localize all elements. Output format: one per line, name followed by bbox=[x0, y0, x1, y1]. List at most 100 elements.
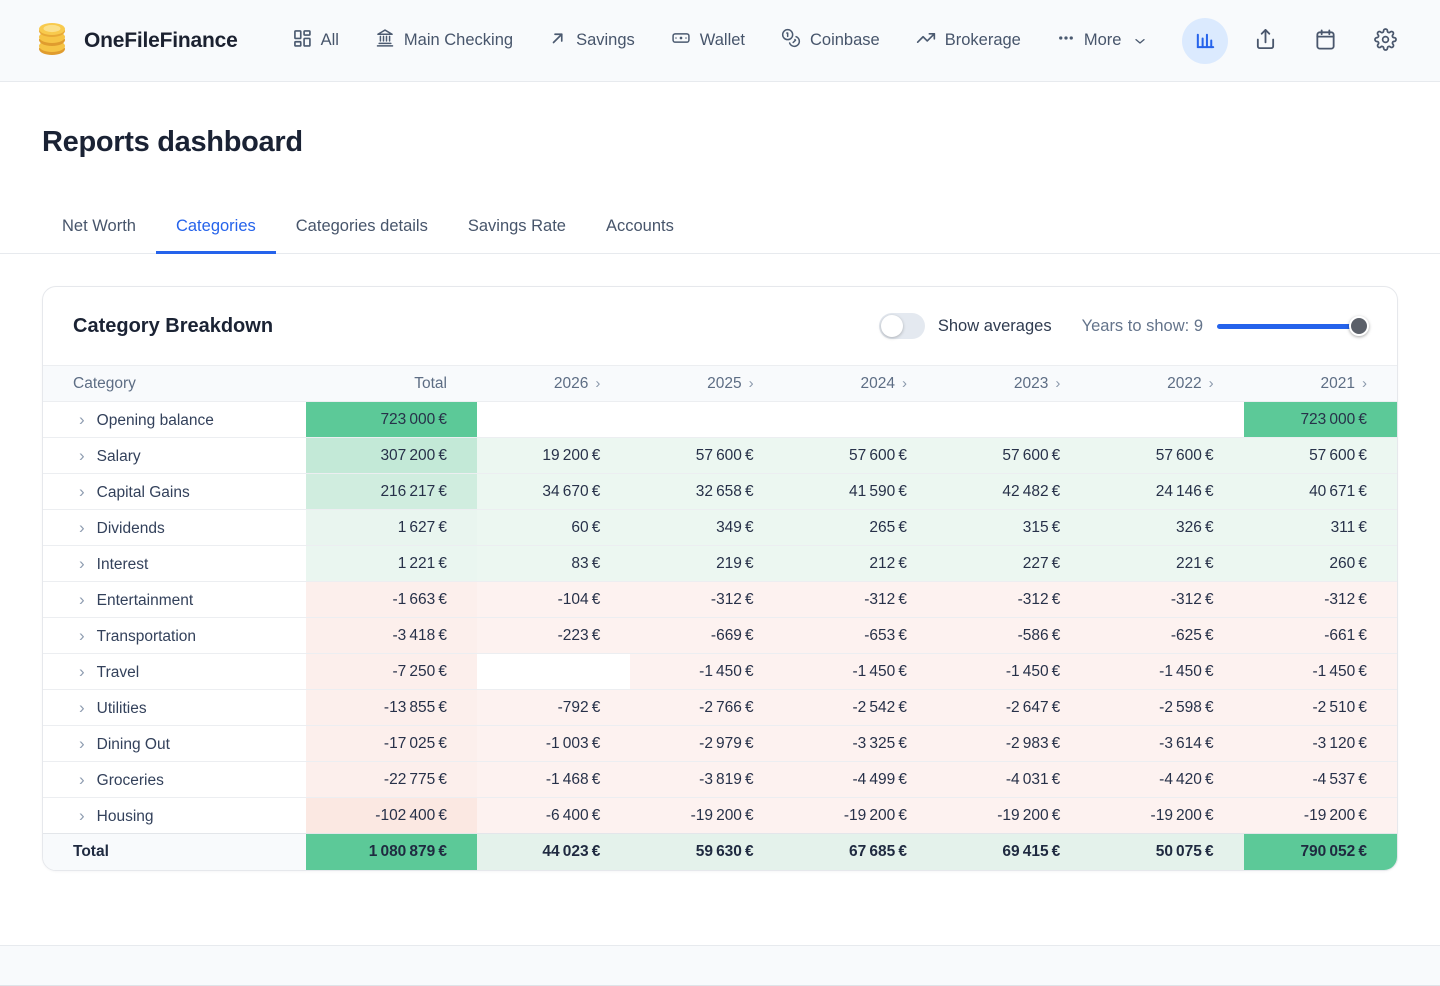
year-cell: -1 003 € bbox=[477, 726, 630, 762]
expand-row-icon[interactable]: › bbox=[79, 770, 85, 790]
chevron-right-icon[interactable]: › bbox=[902, 375, 907, 392]
chevron-right-icon[interactable]: › bbox=[1209, 375, 1214, 392]
gear-icon bbox=[1374, 28, 1397, 54]
expand-row-icon[interactable]: › bbox=[79, 554, 85, 574]
year-cell: -4 537 € bbox=[1244, 762, 1397, 798]
total-cell: -102 400 € bbox=[306, 798, 477, 834]
year-cell: -312 € bbox=[1090, 582, 1243, 618]
expand-row-icon[interactable]: › bbox=[79, 626, 85, 646]
column-header-2026[interactable]: 2026› bbox=[477, 366, 630, 402]
year-cell: -19 200 € bbox=[630, 798, 783, 834]
nav-item-label: All bbox=[321, 31, 339, 50]
expand-row-icon[interactable]: › bbox=[79, 410, 85, 430]
nav-item-brokerage[interactable]: Brokerage bbox=[916, 28, 1021, 53]
year-cell: -312 € bbox=[630, 582, 783, 618]
tab-savings-rate[interactable]: Savings Rate bbox=[448, 205, 586, 254]
dashboard-grid-icon bbox=[292, 28, 312, 53]
nav-item-coinbase[interactable]: Coinbase bbox=[781, 28, 880, 53]
tab-accounts[interactable]: Accounts bbox=[586, 205, 694, 254]
total-cell: -17 025 € bbox=[306, 726, 477, 762]
tab-net-worth[interactable]: Net Worth bbox=[42, 205, 156, 254]
report-tabs: Net Worth Categories Categories details … bbox=[0, 205, 1440, 254]
calendar-button[interactable] bbox=[1302, 18, 1348, 64]
category-label: Groceries bbox=[97, 772, 164, 789]
expand-row-icon[interactable]: › bbox=[79, 734, 85, 754]
year-cell: -625 € bbox=[1090, 618, 1243, 654]
category-label: Dividends bbox=[97, 520, 165, 537]
reports-button[interactable] bbox=[1182, 18, 1228, 64]
year-cell: -1 450 € bbox=[937, 654, 1090, 690]
expand-row-icon[interactable]: › bbox=[79, 662, 85, 682]
year-cell: -669 € bbox=[630, 618, 783, 654]
expand-row-icon[interactable]: › bbox=[79, 806, 85, 826]
bank-icon bbox=[375, 28, 395, 53]
nav-item-wallet[interactable]: Wallet bbox=[671, 28, 745, 53]
year-cell: -4 031 € bbox=[937, 762, 1090, 798]
year-cell: -312 € bbox=[937, 582, 1090, 618]
expand-row-icon[interactable]: › bbox=[79, 590, 85, 610]
total-cell: -13 855 € bbox=[306, 690, 477, 726]
year-cell: 60 € bbox=[477, 510, 630, 546]
column-header-2022[interactable]: 2022› bbox=[1090, 366, 1243, 402]
category-cell: › Dividends bbox=[43, 510, 306, 546]
column-header-2024[interactable]: 2024› bbox=[784, 366, 937, 402]
tab-categories-details[interactable]: Categories details bbox=[276, 205, 448, 254]
tab-categories[interactable]: Categories bbox=[156, 205, 276, 254]
chevron-right-icon[interactable]: › bbox=[1362, 375, 1367, 392]
settings-button[interactable] bbox=[1362, 18, 1408, 64]
expand-row-icon[interactable]: › bbox=[79, 446, 85, 466]
year-cell: -104 € bbox=[477, 582, 630, 618]
category-breakdown-table: Category Total 2026› 2025› 2024› 2023› 2… bbox=[43, 365, 1397, 870]
year-cell: -4 499 € bbox=[784, 762, 937, 798]
year-cell: -3 614 € bbox=[1090, 726, 1243, 762]
year-cell: 24 146 € bbox=[1090, 474, 1243, 510]
total-cell: 1 080 879 € bbox=[306, 834, 477, 870]
brand: OneFileFinance bbox=[32, 18, 238, 63]
year-cell: 311 € bbox=[1244, 510, 1397, 546]
nav-item-more[interactable]: More bbox=[1057, 29, 1149, 52]
category-row: ›Dining Out-17 025 €-1 003 €-2 979 €-3 3… bbox=[43, 726, 1397, 762]
year-cell: -2 983 € bbox=[937, 726, 1090, 762]
category-row: ›Interest1 221 €83 €219 €212 €227 €221 €… bbox=[43, 546, 1397, 582]
year-cell: -1 450 € bbox=[630, 654, 783, 690]
chevron-right-icon[interactable]: › bbox=[1055, 375, 1060, 392]
column-header-2021[interactable]: 2021› bbox=[1244, 366, 1397, 402]
category-row: ›Transportation-3 418 €-223 €-669 €-653 … bbox=[43, 618, 1397, 654]
export-button[interactable] bbox=[1242, 18, 1288, 64]
year-cell: -3 819 € bbox=[630, 762, 783, 798]
nav-item-all[interactable]: All bbox=[292, 28, 339, 53]
category-cell: ›Dining Out bbox=[43, 726, 306, 762]
category-cell: ›Travel bbox=[43, 654, 306, 690]
year-cell bbox=[937, 402, 1090, 438]
nav-item-main-checking[interactable]: Main Checking bbox=[375, 28, 513, 53]
years-to-show-control: Years to show: 9 bbox=[1082, 316, 1367, 336]
expand-row-icon[interactable]: › bbox=[79, 482, 85, 502]
total-cell: -22 775 € bbox=[306, 762, 477, 798]
chevron-right-icon[interactable]: › bbox=[749, 375, 754, 392]
column-header-2023[interactable]: 2023› bbox=[937, 366, 1090, 402]
column-header-2025[interactable]: 2025› bbox=[630, 366, 783, 402]
years-slider[interactable] bbox=[1217, 316, 1367, 336]
nav-item-savings[interactable]: Savings bbox=[549, 29, 635, 52]
category-label: Total bbox=[73, 843, 109, 860]
year-cell: -2 766 € bbox=[630, 690, 783, 726]
expand-row-icon[interactable]: › bbox=[79, 518, 85, 538]
chevron-right-icon[interactable]: › bbox=[595, 375, 600, 392]
year-cell: 67 685 € bbox=[784, 834, 937, 870]
expand-row-icon[interactable]: › bbox=[79, 698, 85, 718]
arrow-up-right-icon bbox=[549, 29, 567, 52]
year-cell: 212 € bbox=[784, 546, 937, 582]
year-cell: 221 € bbox=[1090, 546, 1243, 582]
years-to-show-value: 9 bbox=[1194, 317, 1203, 335]
chevron-down-icon bbox=[1132, 33, 1148, 49]
show-averages-toggle[interactable] bbox=[879, 313, 925, 339]
ellipsis-icon bbox=[1057, 29, 1075, 52]
year-cell: 83 € bbox=[477, 546, 630, 582]
top-navigation-bar: OneFileFinance All Main Checking bbox=[0, 0, 1440, 82]
total-cell: 1 627 € bbox=[306, 510, 477, 546]
year-cell: -19 200 € bbox=[1090, 798, 1243, 834]
nav-item-label: Wallet bbox=[700, 31, 745, 50]
category-cell: ›Transportation bbox=[43, 618, 306, 654]
years-slider-thumb[interactable] bbox=[1349, 316, 1369, 336]
category-label: Salary bbox=[97, 448, 141, 465]
